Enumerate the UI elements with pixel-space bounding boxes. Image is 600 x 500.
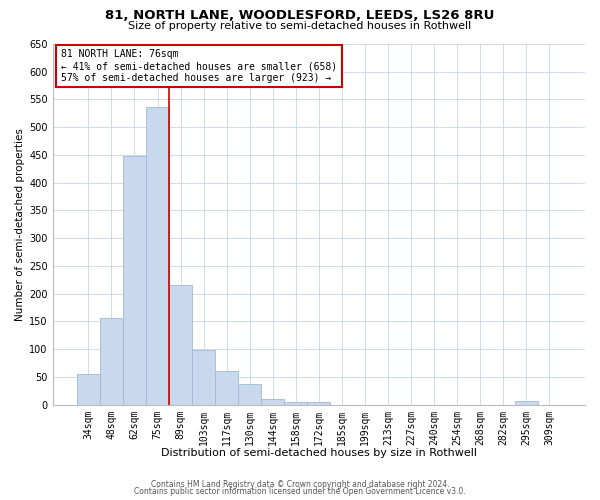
Text: Size of property relative to semi-detached houses in Rothwell: Size of property relative to semi-detach… xyxy=(128,21,472,31)
Bar xyxy=(238,384,261,404)
Text: 81, NORTH LANE, WOODLESFORD, LEEDS, LS26 8RU: 81, NORTH LANE, WOODLESFORD, LEEDS, LS26… xyxy=(106,9,494,22)
Bar xyxy=(169,286,192,405)
Bar xyxy=(192,350,215,405)
Text: 81 NORTH LANE: 76sqm
← 41% of semi-detached houses are smaller (658)
57% of semi: 81 NORTH LANE: 76sqm ← 41% of semi-detac… xyxy=(61,50,337,82)
Text: Contains public sector information licensed under the Open Government Licence v3: Contains public sector information licen… xyxy=(134,487,466,496)
Bar xyxy=(100,318,123,404)
X-axis label: Distribution of semi-detached houses by size in Rothwell: Distribution of semi-detached houses by … xyxy=(161,448,477,458)
Bar xyxy=(307,402,331,404)
Bar xyxy=(261,398,284,404)
Bar xyxy=(215,372,238,404)
Text: Contains HM Land Registry data © Crown copyright and database right 2024.: Contains HM Land Registry data © Crown c… xyxy=(151,480,449,489)
Bar xyxy=(515,402,538,404)
Y-axis label: Number of semi-detached properties: Number of semi-detached properties xyxy=(15,128,25,320)
Bar xyxy=(146,106,169,405)
Bar xyxy=(123,156,146,404)
Bar xyxy=(284,402,307,404)
Bar xyxy=(77,374,100,404)
